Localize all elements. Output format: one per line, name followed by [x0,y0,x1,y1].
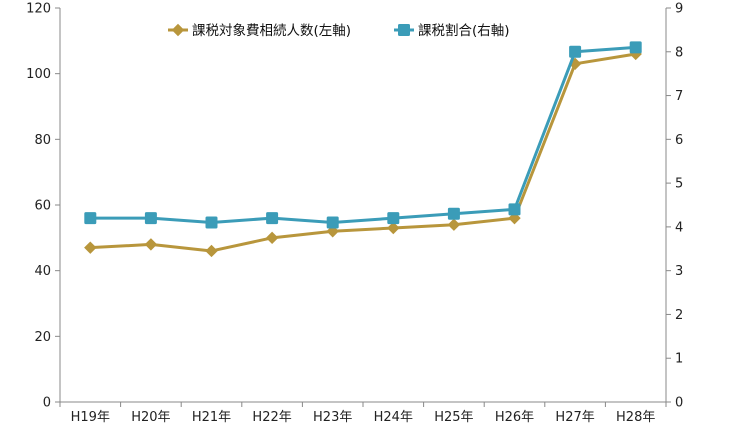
data-point-square [266,212,279,225]
x-tick-label: H28年 [616,410,655,425]
y-left-tick-label: 80 [34,133,51,148]
y-left-tick-label: 60 [34,199,51,214]
y-left-tick-label: 120 [26,2,51,17]
x-tick-label: H22年 [252,410,291,425]
series-1 [84,47,642,258]
x-tick-label: H19年 [71,410,110,425]
x-tick-label: H25年 [434,410,473,425]
y-left-tick-label: 20 [34,330,51,345]
y-right-tick-label: 8 [675,45,683,60]
data-point-square [508,203,521,216]
x-tick-label: H20年 [131,410,170,425]
data-point-diamond [171,23,185,37]
legend: 課税対象費相続人数(左軸) 課税割合(右軸) [168,22,510,39]
y-right-tick-label: 9 [675,2,683,17]
legend-label: 課税割合(右軸) [418,22,510,39]
data-point-diamond [265,231,279,245]
data-point-diamond [387,221,400,235]
data-point-diamond [447,218,461,231]
y-right-tick-label: 7 [675,89,683,104]
data-point-square [326,216,339,229]
series-group [84,41,642,258]
data-point-diamond [205,244,218,258]
data-point-square [569,45,582,58]
legend-item-1: 課税対象費相続人数(左軸) [168,23,351,39]
data-point-square [387,212,400,225]
data-point-diamond [508,211,521,225]
data-point-diamond [326,225,339,238]
series-2 [84,41,642,229]
data-point-square [144,212,157,225]
y-right-tick-label: 6 [675,133,683,148]
data-point-square [447,207,460,220]
series-line [90,45,636,225]
y-right-tick-label: 3 [675,264,683,279]
legend-item-2: 課税割合(右軸) [394,22,510,39]
legend-label: 課税対象費相続人数(左軸) [192,23,351,39]
x-tick-label: H27年 [555,410,594,425]
y-right-tick-label: 2 [675,308,683,323]
data-point-diamond [84,241,97,254]
x-tick-label: H21年 [192,410,231,425]
y-left-tick-label: 0 [43,396,51,411]
data-point-diamond [144,238,158,251]
x-tick-label: H26年 [495,410,534,425]
series-line [90,52,636,253]
y-right-tick-label: 1 [675,352,683,367]
axes-group: 0 20 40 60 80 100 120 0 1 2 3 4 5 6 7 8 9 H19年 H20年 H21年 H22… [26,2,683,425]
data-point-square [629,41,642,54]
y-left-tick-label: 40 [34,264,51,279]
data-point-square [84,212,97,225]
data-point-square [205,216,218,229]
y-right-tick-label: 0 [675,396,683,411]
y-left-tick-label: 100 [26,67,51,82]
data-point-square [398,24,410,36]
y-right-tick-label: 5 [675,177,683,192]
x-tick-label: H24年 [374,410,413,425]
y-right-tick-label: 4 [675,220,683,235]
x-tick-label: H23年 [313,410,352,425]
